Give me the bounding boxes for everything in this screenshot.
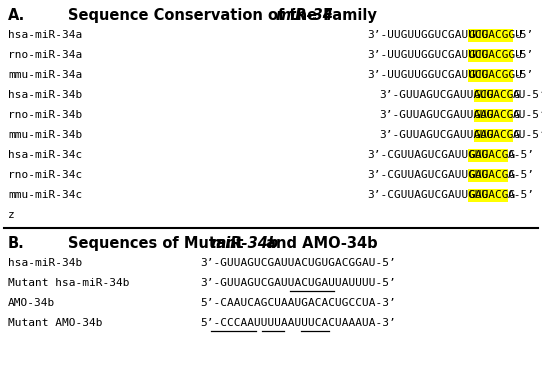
Text: 5’-CCCAAUUUUAAUUUCACUAAAUA-3’: 5’-CCCAAUUUUAAUUUCACUAAAUA-3’	[200, 318, 396, 328]
Text: -5’: -5’	[513, 70, 533, 80]
Text: hsa-miR-34a: hsa-miR-34a	[8, 30, 82, 40]
Text: 3’-UUGUUGGUCGAUUCU: 3’-UUGUUGGUCGAUUCU	[367, 30, 489, 40]
Text: 3’-UUGUUGGUCGAUUCU: 3’-UUGUUGGUCGAUUCU	[367, 50, 489, 60]
Text: AU-5’: AU-5’	[513, 110, 542, 120]
Text: mmu-miR-34a: mmu-miR-34a	[8, 70, 82, 80]
Bar	[468, 49, 513, 62]
Text: 3’-CGUUAGUCGAUUGAU: 3’-CGUUAGUCGAUUGAU	[367, 170, 489, 180]
Text: 3’-GUUAGUCGAUUACUGAUUAUUUU-5’: 3’-GUUAGUCGAUUACUGAUUAUUUU-5’	[200, 278, 396, 288]
Text: rno-miR-34c: rno-miR-34c	[8, 170, 82, 180]
Text: Mutant AMO-34b: Mutant AMO-34b	[8, 318, 102, 328]
Text: 3’-GUUAGUCGAUUAAU: 3’-GUUAGUCGAUUAAU	[379, 110, 494, 120]
Text: Mutant hsa-miR-34b: Mutant hsa-miR-34b	[8, 278, 130, 288]
Bar	[468, 69, 513, 82]
Text: and AMO-34b: and AMO-34b	[261, 236, 378, 251]
Bar	[474, 89, 513, 102]
Text: 3’-GUUAGUCGAUUAAU: 3’-GUUAGUCGAUUAAU	[379, 130, 494, 140]
Text: 3’-CGUUAGUCGAUUGAU: 3’-CGUUAGUCGAUUGAU	[367, 150, 489, 160]
Text: 3’-UUGUUGGUCGAUUCU: 3’-UUGUUGGUCGAUUCU	[367, 70, 489, 80]
Text: rno-miR-34b: rno-miR-34b	[8, 110, 82, 120]
Text: mmu-miR-34c: mmu-miR-34c	[8, 190, 82, 200]
Text: GUGACGGU: GUGACGGU	[468, 30, 522, 40]
Text: A-5’: A-5’	[508, 170, 534, 180]
Text: GUGACGGU: GUGACGGU	[468, 70, 522, 80]
Text: z: z	[8, 210, 15, 220]
Text: AMO-34b: AMO-34b	[8, 298, 55, 308]
Bar	[474, 109, 513, 122]
Text: A-5’: A-5’	[508, 190, 534, 200]
Text: rno-miR-34a: rno-miR-34a	[8, 50, 82, 60]
Text: GUGACGG: GUGACGG	[468, 190, 515, 200]
Bar	[468, 189, 508, 202]
Bar	[474, 129, 513, 142]
Text: hsa-miR-34c: hsa-miR-34c	[8, 150, 82, 160]
Text: Sequence Conservation of the: Sequence Conservation of the	[68, 8, 322, 23]
Text: miR-34b: miR-34b	[211, 236, 279, 251]
Bar	[468, 169, 508, 182]
Text: 3’-CGUUAGUCGAUUGAU: 3’-CGUUAGUCGAUUGAU	[367, 190, 489, 200]
Text: GUGACGG: GUGACGG	[468, 170, 515, 180]
Text: miR-34: miR-34	[275, 8, 333, 23]
Text: Family: Family	[318, 8, 377, 23]
Bar	[468, 149, 508, 162]
Text: mmu-miR-34b: mmu-miR-34b	[8, 130, 82, 140]
Text: hsa-miR-34b: hsa-miR-34b	[8, 90, 82, 100]
Text: 3’-GUUAGUCGAUUACUGUGACGGAU-5’: 3’-GUUAGUCGAUUACUGUGACGGAU-5’	[200, 258, 396, 268]
Text: A-5’: A-5’	[508, 150, 534, 160]
Text: GUGACGG: GUGACGG	[468, 150, 515, 160]
Bar	[468, 29, 513, 42]
Text: -5’: -5’	[513, 50, 533, 60]
Text: 5’-CAAUCAGCUAAUGACACUGCCUA-3’: 5’-CAAUCAGCUAAUGACACUGCCUA-3’	[200, 298, 396, 308]
Text: B.: B.	[8, 236, 25, 251]
Text: A.: A.	[8, 8, 25, 23]
Text: GUGACGGU: GUGACGGU	[468, 50, 522, 60]
Text: GUGACGG: GUGACGG	[474, 110, 521, 120]
Text: -5’: -5’	[513, 30, 533, 40]
Text: GUGACGG: GUGACGG	[474, 130, 521, 140]
Text: AU-5’: AU-5’	[513, 90, 542, 100]
Text: Sequences of Mutant: Sequences of Mutant	[68, 236, 249, 251]
Text: hsa-miR-34b: hsa-miR-34b	[8, 258, 82, 268]
Text: AU-5’: AU-5’	[513, 130, 542, 140]
Text: 3’-GUUAGUCGAUUACU: 3’-GUUAGUCGAUUACU	[379, 90, 494, 100]
Text: GUGACGG: GUGACGG	[474, 90, 521, 100]
